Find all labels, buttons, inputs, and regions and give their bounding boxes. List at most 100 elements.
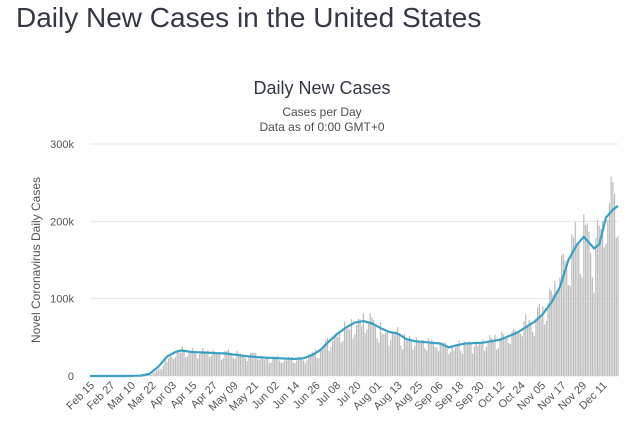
daily-case-bar xyxy=(405,337,407,376)
daily-case-bar xyxy=(253,352,255,376)
daily-case-bar xyxy=(338,331,341,376)
daily-case-bar xyxy=(219,354,221,376)
daily-case-bar xyxy=(306,360,308,376)
daily-case-bar xyxy=(157,369,159,376)
daily-case-bar xyxy=(400,345,402,376)
daily-case-bar xyxy=(470,343,472,376)
daily-case-bar xyxy=(311,351,313,376)
daily-case-bar xyxy=(613,193,616,376)
daily-case-bar xyxy=(487,341,489,376)
daily-case-bar xyxy=(453,350,455,376)
daily-case-bar xyxy=(468,341,470,376)
daily-case-bar xyxy=(320,350,322,376)
daily-case-bar xyxy=(384,332,387,376)
daily-case-bar xyxy=(451,345,453,376)
daily-case-bar xyxy=(502,334,505,376)
daily-case-bar xyxy=(467,344,469,376)
daily-case-bar xyxy=(342,340,344,376)
daily-case-bar xyxy=(367,322,370,376)
daily-case-bar xyxy=(296,360,298,376)
daily-case-bar xyxy=(494,334,496,376)
daily-case-bar xyxy=(190,352,192,376)
daily-case-bar xyxy=(596,220,599,376)
daily-case-bar xyxy=(437,350,440,376)
daily-case-bar xyxy=(579,273,582,376)
daily-case-bar xyxy=(359,319,361,376)
moving-average-path xyxy=(90,205,619,378)
daily-case-bar xyxy=(361,325,363,376)
daily-case-bar xyxy=(559,277,561,376)
daily-case-bar xyxy=(509,344,511,376)
daily-case-bar xyxy=(162,365,165,376)
daily-case-bar xyxy=(323,344,325,376)
daily-case-bar xyxy=(439,342,441,376)
daily-case-bar xyxy=(260,355,262,376)
daily-case-bar xyxy=(395,331,397,376)
daily-case-bar xyxy=(231,352,233,376)
daily-case-bar xyxy=(248,355,250,376)
daily-case-bar xyxy=(610,176,612,376)
y-tick-label: 200k xyxy=(50,216,74,228)
daily-case-bar xyxy=(282,362,284,376)
daily-case-bar xyxy=(159,368,161,376)
daily-case-bar xyxy=(600,228,602,376)
daily-case-bar xyxy=(410,338,412,376)
daily-case-bar xyxy=(355,325,358,376)
y-tick-label: 0 xyxy=(68,371,74,383)
daily-case-bar xyxy=(615,238,617,376)
daily-case-bar xyxy=(593,292,595,376)
daily-case-bar xyxy=(263,359,265,376)
daily-case-bar xyxy=(458,340,460,376)
y-axis: 0 100k 200k 300k xyxy=(50,139,74,383)
daily-case-bar xyxy=(402,349,404,376)
daily-case-bar xyxy=(419,342,421,376)
daily-case-bar xyxy=(376,338,378,376)
daily-case-bar xyxy=(250,352,252,376)
daily-case-bar xyxy=(443,342,445,376)
daily-case-bar xyxy=(243,354,245,376)
daily-case-bar xyxy=(415,337,417,376)
daily-case-bar xyxy=(371,317,373,376)
daily-case-bar xyxy=(595,238,597,376)
daily-case-bar xyxy=(156,370,158,376)
page-title: Daily New Cases in the United States xyxy=(16,2,482,33)
daily-case-bar xyxy=(564,260,566,376)
daily-case-bar xyxy=(186,355,189,376)
daily-case-bar xyxy=(574,221,576,376)
daily-case-bar xyxy=(578,242,580,376)
daily-case-bar xyxy=(343,321,346,376)
daily-case-bar xyxy=(456,345,458,376)
daily-case-bar xyxy=(590,252,592,376)
daily-case-bar xyxy=(391,331,394,376)
daily-case-bar xyxy=(448,353,450,376)
daily-case-bar xyxy=(325,339,327,376)
daily-case-bar xyxy=(530,321,532,376)
daily-case-bar xyxy=(393,332,395,376)
daily-case-bar xyxy=(174,357,177,376)
daily-case-bar xyxy=(538,303,541,376)
daily-case-bar xyxy=(210,355,212,376)
daily-case-bar xyxy=(461,353,464,376)
daily-case-bar xyxy=(294,363,296,376)
daily-case-bar xyxy=(349,329,351,376)
daily-case-bar xyxy=(417,342,419,376)
daily-case-bar xyxy=(318,358,320,376)
daily-case-bar xyxy=(480,344,482,376)
daily-case-bar xyxy=(369,313,371,376)
daily-case-bar xyxy=(576,246,578,376)
daily-case-bar xyxy=(244,357,247,376)
daily-case-bar xyxy=(511,331,513,376)
daily-case-bar xyxy=(217,351,219,376)
daily-case-bar xyxy=(431,340,433,376)
daily-case-bar xyxy=(330,346,332,376)
daily-case-bar xyxy=(506,337,508,376)
daily-case-bar xyxy=(166,361,168,376)
daily-case-bar xyxy=(299,356,301,376)
daily-case-bar xyxy=(441,345,443,376)
daily-case-bar xyxy=(373,319,375,376)
daily-case-bar xyxy=(308,354,310,376)
daily-case-bar xyxy=(285,360,288,376)
daily-case-bar xyxy=(272,356,274,376)
